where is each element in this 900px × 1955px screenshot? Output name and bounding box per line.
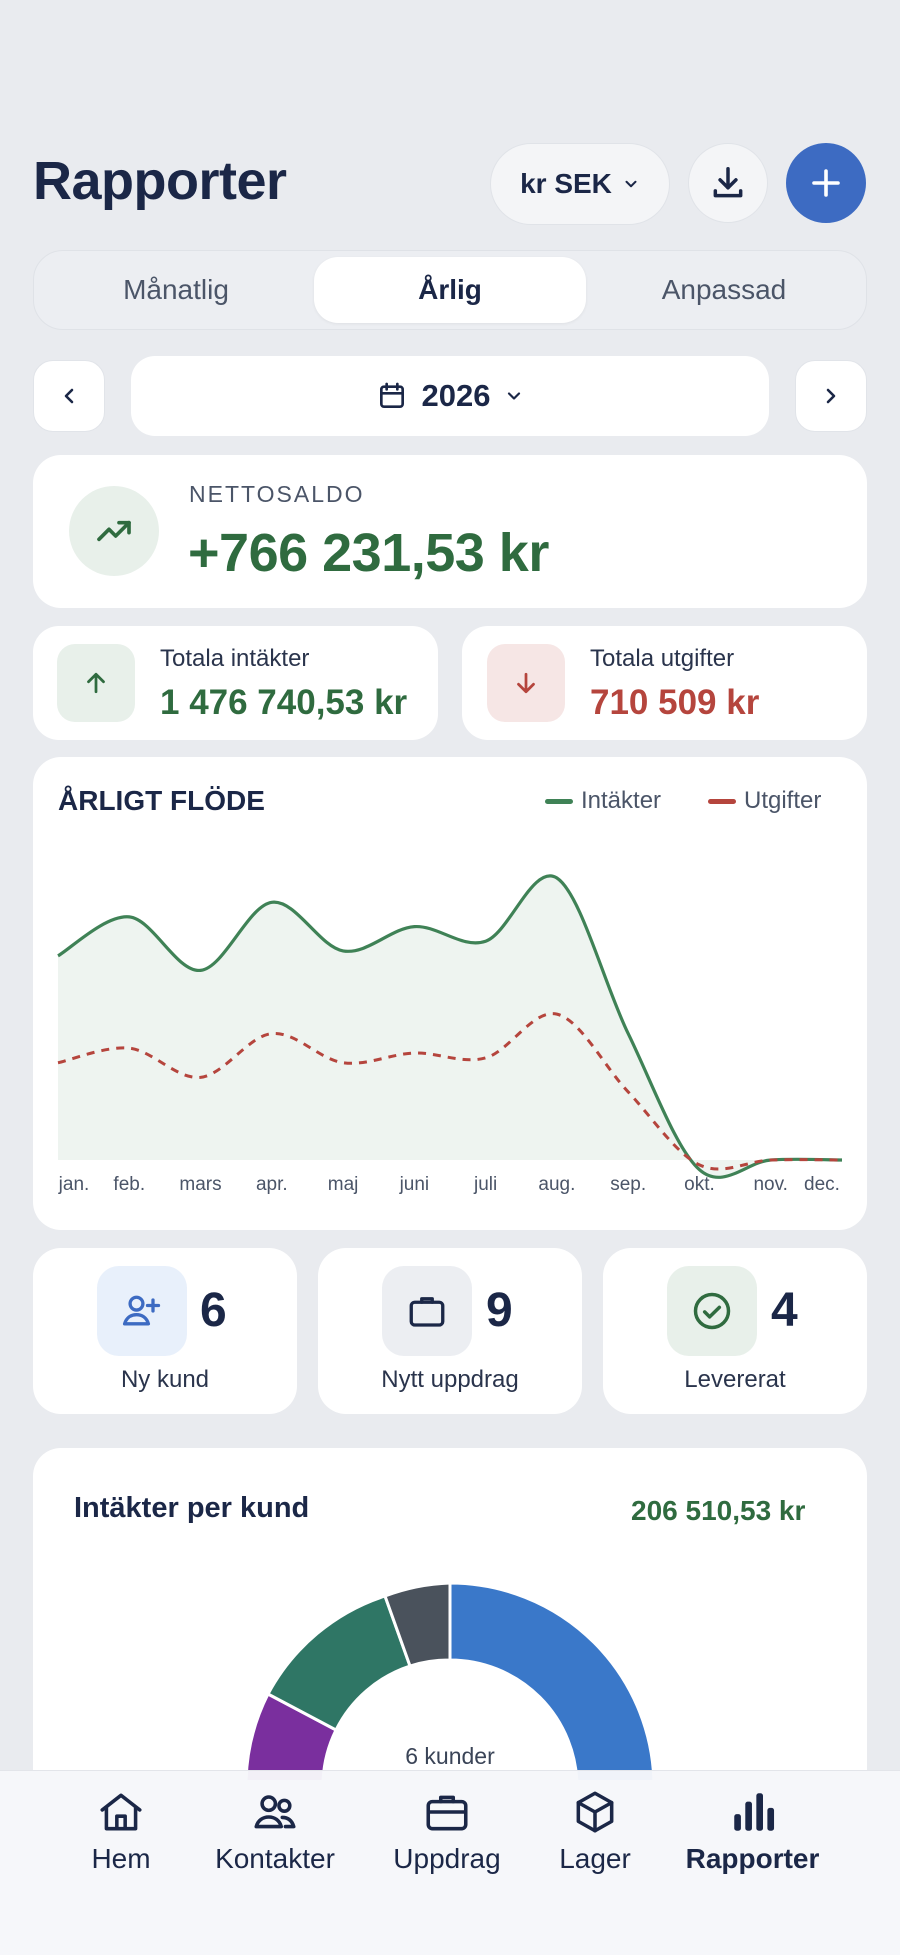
donut-center-label: 6 kunder <box>405 1743 495 1769</box>
total-expenses-value: 710 509 kr <box>590 683 760 722</box>
nav-label-assignments: Uppdrag <box>393 1843 501 1874</box>
briefcase-icon <box>426 1795 468 1831</box>
expenses-icon-box <box>487 644 565 722</box>
income-icon-box <box>57 644 135 722</box>
legend-expenses: Utgifter <box>708 787 821 815</box>
plus-icon <box>812 169 840 197</box>
nav-item-reports[interactable]: Rapporter <box>675 1771 830 1875</box>
delivered-label: Levererat <box>684 1366 786 1393</box>
expenses-series-line <box>57 1012 843 1171</box>
x-tick-label: feb. <box>113 1174 146 1195</box>
x-tick-label: juli <box>474 1174 498 1195</box>
new-customer-count: 6 <box>200 1284 227 1337</box>
legend-expenses-swatch <box>708 798 736 804</box>
tab-yearly[interactable]: Årlig <box>314 257 586 323</box>
nav-item-inventory[interactable]: Lager <box>550 1771 640 1875</box>
box-icon <box>576 1791 614 1833</box>
nav-label-reports: Rapporter <box>685 1843 820 1874</box>
delivered-count: 4 <box>771 1284 798 1337</box>
revenue-per-customer-title: Intäkter per kund <box>74 1492 310 1524</box>
income-series-line <box>57 874 843 1179</box>
user-plus-icon <box>122 1295 161 1326</box>
donut-segment-1 <box>448 1581 656 1780</box>
chevron-left-icon <box>64 388 74 404</box>
new-customer-label: Ny kund <box>120 1366 210 1393</box>
tab-monthly[interactable]: Månatlig <box>123 274 229 305</box>
legend-expenses-label: Utgifter <box>744 787 822 814</box>
briefcase-icon <box>409 1297 445 1327</box>
x-tick-label: apr. <box>255 1174 288 1195</box>
x-tick-label: sep. <box>610 1174 647 1195</box>
net-balance-value: +766 231,53 kr <box>188 523 549 583</box>
x-tick-label: mars <box>179 1174 222 1195</box>
nav-label-inventory: Lager <box>559 1843 631 1874</box>
nav-label-home: Hem <box>91 1843 151 1874</box>
period-tabs: Månatlig Årlig Anpassad <box>33 250 867 330</box>
income-area <box>58 875 842 1178</box>
delivered-icon-box <box>667 1266 757 1356</box>
year-picker[interactable]: 2026 <box>131 356 769 436</box>
x-tick-label: aug. <box>538 1174 576 1195</box>
currency-label: kr SEK <box>520 168 612 199</box>
x-tick-label: juni <box>399 1174 430 1195</box>
arrow-up-icon <box>87 672 105 694</box>
donut-segment-4 <box>383 1581 452 1668</box>
nav-item-contacts[interactable]: Kontakter <box>205 1771 345 1875</box>
nav-label-contacts: Kontakter <box>215 1843 335 1874</box>
calendar-icon <box>379 382 404 408</box>
next-year-button[interactable] <box>795 360 867 432</box>
x-tick-label: jan. <box>58 1174 90 1195</box>
new-assignment-icon-box <box>382 1266 472 1356</box>
download-button[interactable] <box>688 143 768 223</box>
legend-income-swatch <box>545 798 573 804</box>
check-circle-icon <box>693 1292 731 1330</box>
new-assignment-label: Nytt uppdrag <box>381 1366 519 1393</box>
arrow-down-icon <box>517 672 535 694</box>
annual-flow-chart <box>57 874 843 1179</box>
home-icon <box>100 1793 142 1831</box>
x-tick-label: dec. <box>804 1174 840 1195</box>
total-income-value: 1 476 740,53 kr <box>160 683 408 722</box>
annual-flow-card <box>33 757 867 1230</box>
page-title: Rapporter <box>33 151 287 211</box>
total-expenses-label: Totala utgifter <box>590 645 735 672</box>
revenue-donut-chart <box>244 1581 656 1780</box>
revenue-per-customer-total: 206 510,53 kr <box>631 1495 806 1526</box>
chevron-down-icon <box>625 180 637 188</box>
trending-up-icon <box>97 520 131 542</box>
chart-title: ÅRLIGT FLÖDE <box>58 785 265 816</box>
tab-custom[interactable]: Anpassad <box>661 274 787 305</box>
new-customer-icon-box <box>97 1266 187 1356</box>
x-tick-label: maj <box>327 1174 359 1195</box>
nav-item-assignments[interactable]: Uppdrag <box>382 1771 512 1875</box>
add-button[interactable] <box>786 143 866 223</box>
x-tick-label: nov. <box>753 1174 788 1195</box>
net-balance-card <box>33 455 867 608</box>
previous-year-button[interactable] <box>33 360 105 432</box>
bar-chart-icon <box>733 1793 774 1831</box>
new-assignment-count: 9 <box>486 1284 513 1337</box>
chevron-right-icon <box>826 388 836 404</box>
legend-income-label: Intäkter <box>581 787 662 814</box>
currency-selector[interactable]: kr SEK <box>490 143 670 225</box>
year-label: 2026 <box>421 378 491 413</box>
net-balance-label: NETTOSALDO <box>189 481 365 507</box>
nav-item-home[interactable]: Hem <box>81 1771 161 1875</box>
net-balance-icon <box>69 486 159 576</box>
chevron-down-icon <box>508 392 521 400</box>
x-tick-label: okt. <box>684 1174 715 1195</box>
legend-income: Intäkter <box>545 787 661 815</box>
bottom-navigation: Hem Kontakter Uppdrag Lager Rapporter <box>0 1770 900 1955</box>
total-income-label: Totala intäkter <box>160 645 310 672</box>
download-icon <box>713 167 743 198</box>
people-icon <box>254 1795 296 1829</box>
